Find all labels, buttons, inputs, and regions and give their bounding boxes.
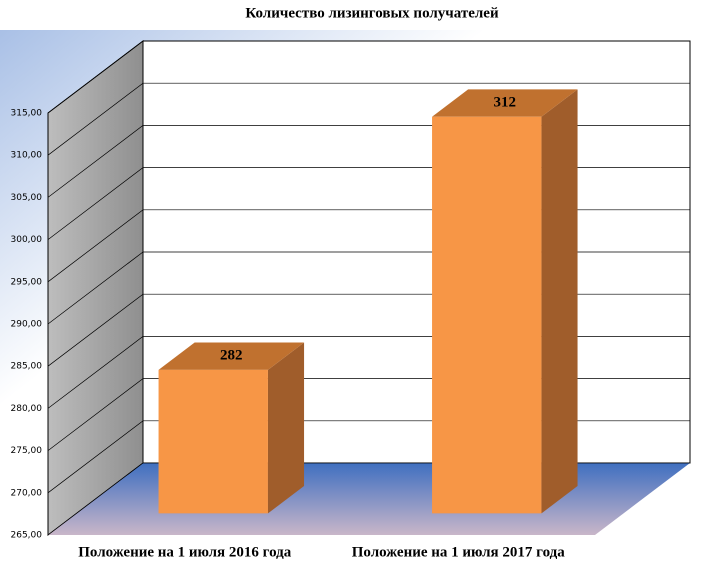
bar-front — [158, 369, 268, 514]
y-tick-label: 265,00 — [11, 531, 43, 541]
bar — [158, 342, 305, 514]
bar-side — [267, 342, 305, 514]
y-tick-label: 285,00 — [11, 362, 43, 372]
grid-line — [47, 40, 690, 114]
y-tick-label: 280,00 — [11, 404, 43, 414]
y-tick-label: 290,00 — [11, 320, 43, 330]
x-tick-label: Положение на 1 июля 2016 года — [78, 544, 292, 560]
value-label: 282 — [220, 348, 243, 364]
y-tick-label: 275,00 — [11, 446, 43, 456]
grid-line — [47, 82, 690, 156]
y-tick-label: 300,00 — [11, 235, 43, 245]
bar-top — [432, 89, 578, 117]
x-tick-label: Положение на 1 июля 2017 года — [352, 544, 566, 560]
value-label: 312 — [494, 94, 517, 110]
bar-front — [432, 116, 542, 514]
y-tick-label: 310,00 — [11, 151, 43, 161]
y-tick-label: 295,00 — [11, 277, 43, 287]
y-tick-label: 315,00 — [11, 109, 43, 119]
bar-top — [158, 342, 305, 370]
bar-side — [541, 89, 578, 514]
y-tick-label: 305,00 — [11, 193, 43, 203]
y-tick-label: 270,00 — [11, 488, 43, 498]
floor — [48, 463, 690, 535]
bar — [432, 89, 578, 514]
chart-title: Количество лизинговых получателей — [245, 5, 499, 21]
